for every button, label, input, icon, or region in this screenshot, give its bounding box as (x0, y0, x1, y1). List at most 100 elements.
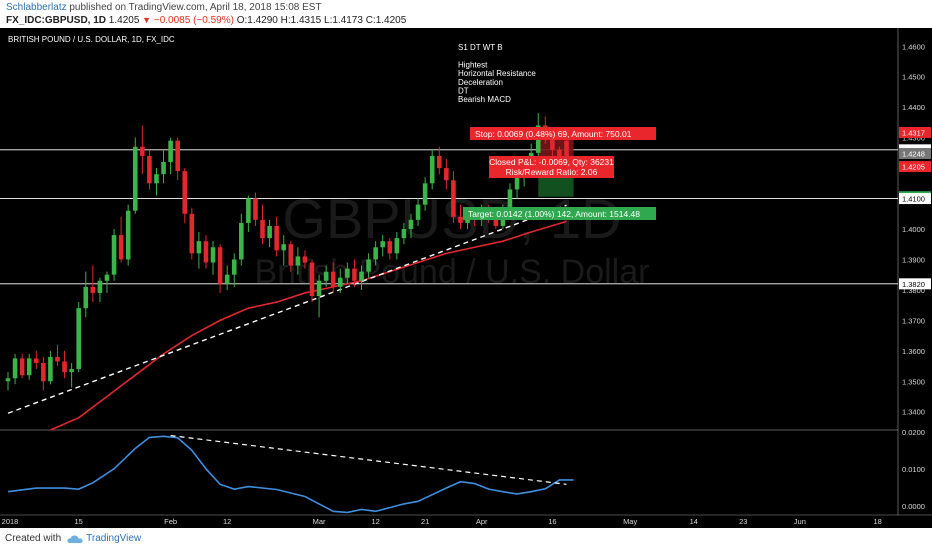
candle-body-17 (125, 210, 131, 260)
candle-body-0 (5, 378, 11, 382)
candle-body-2 (19, 358, 25, 376)
price-badge-box-0 (899, 126, 931, 138)
annotation-line-0: S1 DT WT B (458, 43, 503, 52)
stop-label: Stop: 0.0069 (0.48%) 69, Amount: 750.01 (475, 129, 632, 139)
candle-body-12 (90, 286, 96, 293)
candle-body-45 (323, 271, 329, 281)
candle-body-20 (147, 155, 152, 184)
time-tick-5: 12 (371, 517, 379, 526)
candle-body-15 (111, 235, 117, 275)
candle-body-39 (281, 244, 287, 251)
price-badge-box-3 (899, 161, 931, 173)
candle-body-41 (295, 256, 301, 266)
last-price: 1.4205 (108, 15, 140, 26)
author-link[interactable]: Schlabberlatz (6, 2, 67, 13)
candle-body-37 (267, 225, 272, 239)
price-chart[interactable]: GBPUSD, 1D British Pound / U.S. Dollar B… (0, 28, 932, 528)
price-axis-background (898, 28, 932, 528)
price-badge-5: 1.4100 (902, 195, 925, 204)
candle-body-78 (557, 149, 562, 162)
price-tick-0: 1.3400 (902, 408, 925, 417)
candle-body-63 (451, 180, 456, 217)
candle-body-28 (203, 241, 209, 263)
price-change: −0.0085 (−0.59%) (153, 15, 234, 26)
time-tick-9: May (623, 517, 637, 526)
candle-body-44 (316, 280, 322, 296)
trade-labels: Stop: 0.0069 (0.48%) 69, Amount: 750.01 C… (463, 127, 656, 220)
pnl-line-1: Closed P&L: -0.0069, Qty: 36231 (489, 157, 614, 167)
candle-body-5 (41, 363, 46, 382)
time-tick-3: 12 (223, 517, 231, 526)
candle-body-43 (309, 262, 315, 296)
time-axis: 2018 15 Feb 12 Mar 12 21 Apr 16 May 14 23 Jun 18 (0, 514, 932, 528)
candle-body-79 (564, 140, 569, 167)
candle-body-21 (154, 174, 159, 184)
price-tick-2: 1.3600 (902, 347, 925, 356)
candle-body-3 (26, 358, 32, 376)
time-axis-background (0, 515, 932, 528)
candle-body-71 (507, 189, 513, 211)
candle-body-58 (415, 204, 421, 220)
series-title: BRITISH POUND / U.S. DOLLAR, 1D, FX_IDC (8, 35, 175, 44)
time-tick-1: 15 (75, 517, 83, 526)
price-tick-6: 1.4000 (902, 225, 925, 234)
price-badge-box-5 (899, 193, 931, 205)
oscillator-tick-0: 0.0000 (902, 502, 925, 511)
published-text: published on TradingView.com, April 18, … (69, 2, 322, 13)
candle-body-36 (260, 219, 265, 239)
annotation-line-3: Horizontal Resistance (458, 69, 536, 78)
oscillator-trendline (170, 434, 567, 485)
candle-body-13 (97, 280, 103, 293)
time-tick-13: 18 (873, 517, 881, 526)
time-tick-7: Apr (476, 517, 488, 526)
candle-body-27 (196, 241, 202, 254)
tradingview-brand[interactable]: TradingView (67, 533, 141, 544)
candle-body-4 (33, 358, 39, 363)
price-badge-box-2 (899, 147, 931, 159)
annotation-line-5: DT (458, 87, 469, 96)
candle-body-61 (436, 155, 442, 169)
candle-body-42 (302, 256, 308, 263)
oscillator-tick-1: 0.0100 (902, 465, 925, 474)
created-with-text: Created with (5, 533, 62, 544)
candle-body-54 (387, 241, 393, 254)
candle-body-62 (444, 168, 449, 181)
candle-body-64 (458, 216, 463, 223)
pnl-line-2: Risk/Reward Ratio: 2.06 (506, 167, 598, 177)
footer: Created with TradingView (5, 533, 141, 544)
candle-body-69 (493, 216, 499, 226)
candle-body-50 (359, 271, 364, 281)
chart-background (0, 28, 932, 528)
annotation-line-6: Bearish MACD (458, 95, 511, 104)
time-tick-10: 14 (690, 517, 698, 526)
candle-body-1 (12, 358, 18, 379)
time-tick-11: 23 (739, 517, 747, 526)
tradingview-cloud-icon (67, 534, 83, 543)
candle-body-40 (288, 244, 294, 266)
price-badge-3: 1.4205 (902, 163, 925, 172)
price-tick-9: 1.4300 (902, 134, 925, 143)
candle-body-55 (394, 238, 400, 254)
candle-body-56 (401, 229, 407, 239)
candle-body-46 (330, 271, 336, 287)
candle-body-30 (217, 247, 223, 284)
price-badge-box-6 (899, 278, 931, 290)
candle-body-19 (140, 146, 145, 156)
target-label-box (463, 207, 656, 220)
brand-name: TradingView (86, 533, 142, 544)
candle-body-8 (62, 361, 67, 373)
time-tick-2: Feb (164, 517, 177, 526)
candle-body-59 (422, 183, 428, 205)
price-tick-4: 1.3800 (902, 286, 925, 295)
candle-body-31 (224, 274, 230, 284)
candle-body-60 (429, 155, 435, 184)
candle-body-32 (231, 259, 237, 275)
price-badge-6: 1.3820 (902, 280, 925, 289)
candle-body-49 (352, 268, 357, 281)
price-badge-2: 1.4248 (902, 149, 925, 158)
candle-body-48 (345, 268, 350, 278)
candle-body-18 (132, 146, 138, 211)
annotation-line-2: Hightest (458, 60, 488, 69)
candle-body-38 (274, 225, 279, 251)
